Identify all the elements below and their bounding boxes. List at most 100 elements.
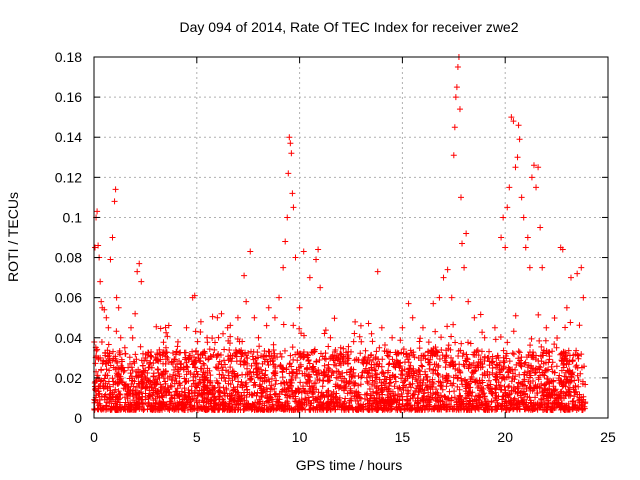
data-point bbox=[546, 392, 553, 399]
data-point bbox=[266, 403, 273, 410]
data-point bbox=[279, 402, 286, 409]
data-point bbox=[283, 392, 290, 399]
data-point bbox=[526, 374, 533, 381]
data-point bbox=[206, 346, 213, 353]
data-point bbox=[344, 390, 351, 397]
data-point bbox=[150, 360, 157, 367]
data-point bbox=[297, 354, 304, 361]
data-point bbox=[301, 332, 308, 339]
data-point bbox=[126, 354, 133, 361]
data-point bbox=[263, 398, 270, 405]
data-point bbox=[194, 404, 201, 411]
data-point bbox=[475, 358, 482, 365]
data-point bbox=[211, 346, 218, 353]
data-point bbox=[174, 385, 181, 392]
data-point bbox=[258, 390, 265, 397]
data-point bbox=[314, 399, 321, 406]
data-point bbox=[355, 389, 362, 396]
data-point bbox=[341, 385, 348, 392]
data-point bbox=[345, 348, 352, 355]
data-point bbox=[410, 351, 417, 358]
data-point bbox=[292, 395, 299, 402]
data-point bbox=[278, 404, 285, 411]
data-point bbox=[354, 397, 361, 404]
data-point bbox=[185, 368, 192, 375]
data-point bbox=[373, 348, 380, 355]
data-point bbox=[187, 403, 194, 410]
data-point bbox=[439, 386, 446, 393]
data-point bbox=[433, 386, 440, 393]
data-point bbox=[100, 383, 107, 390]
data-point bbox=[543, 402, 550, 409]
data-point bbox=[269, 401, 276, 408]
y-tick-label: 0.02 bbox=[55, 370, 82, 386]
data-point bbox=[368, 364, 375, 371]
data-point bbox=[319, 353, 326, 360]
data-point bbox=[235, 378, 242, 385]
data-point bbox=[570, 404, 577, 411]
data-point bbox=[379, 388, 386, 395]
data-point bbox=[521, 369, 528, 376]
data-point bbox=[562, 324, 569, 331]
data-point bbox=[139, 371, 146, 378]
data-point bbox=[277, 363, 284, 370]
data-point bbox=[122, 399, 129, 406]
data-point bbox=[155, 358, 162, 365]
data-point bbox=[314, 394, 321, 401]
data-point bbox=[461, 376, 468, 383]
x-tick-label: 10 bbox=[292, 429, 308, 445]
data-point bbox=[113, 294, 120, 301]
data-point bbox=[128, 324, 135, 331]
data-point bbox=[285, 388, 292, 395]
data-point bbox=[539, 264, 546, 271]
data-point bbox=[385, 353, 392, 360]
data-point bbox=[526, 394, 533, 401]
data-point bbox=[451, 394, 458, 401]
data-point bbox=[498, 386, 505, 393]
data-point bbox=[492, 336, 499, 343]
data-point bbox=[265, 304, 272, 311]
data-point bbox=[116, 347, 123, 354]
data-point bbox=[542, 337, 549, 344]
data-point bbox=[456, 106, 463, 113]
data-point bbox=[530, 402, 537, 409]
data-point bbox=[272, 381, 279, 388]
data-point bbox=[114, 373, 121, 380]
data-point bbox=[262, 371, 269, 378]
data-point bbox=[536, 337, 543, 344]
data-point bbox=[517, 392, 524, 399]
data-point bbox=[92, 244, 99, 251]
data-point bbox=[573, 347, 580, 354]
data-point bbox=[299, 405, 306, 412]
data-point bbox=[402, 377, 409, 384]
data-point bbox=[162, 380, 169, 387]
data-point bbox=[432, 328, 439, 335]
data-point bbox=[521, 382, 528, 389]
data-point bbox=[455, 347, 462, 354]
data-point bbox=[110, 348, 117, 355]
data-point bbox=[120, 385, 127, 392]
data-point bbox=[387, 403, 394, 410]
data-point bbox=[501, 402, 508, 409]
data-point bbox=[558, 357, 565, 364]
data-point bbox=[449, 382, 456, 389]
x-tick-label: 15 bbox=[395, 429, 411, 445]
data-point bbox=[486, 348, 493, 355]
data-point bbox=[379, 369, 386, 376]
data-point bbox=[297, 379, 304, 386]
data-point bbox=[403, 371, 410, 378]
data-point bbox=[121, 367, 128, 374]
data-point bbox=[446, 388, 453, 395]
data-point bbox=[506, 358, 513, 365]
y-tick-label: 0.08 bbox=[55, 250, 82, 266]
data-point bbox=[535, 311, 542, 318]
data-point bbox=[225, 375, 232, 382]
data-point bbox=[188, 402, 195, 409]
data-point bbox=[127, 370, 134, 377]
data-point bbox=[379, 398, 386, 405]
data-point bbox=[121, 394, 128, 401]
data-point bbox=[303, 366, 310, 373]
data-point bbox=[384, 391, 391, 398]
data-point bbox=[268, 352, 275, 359]
data-point bbox=[559, 383, 566, 390]
